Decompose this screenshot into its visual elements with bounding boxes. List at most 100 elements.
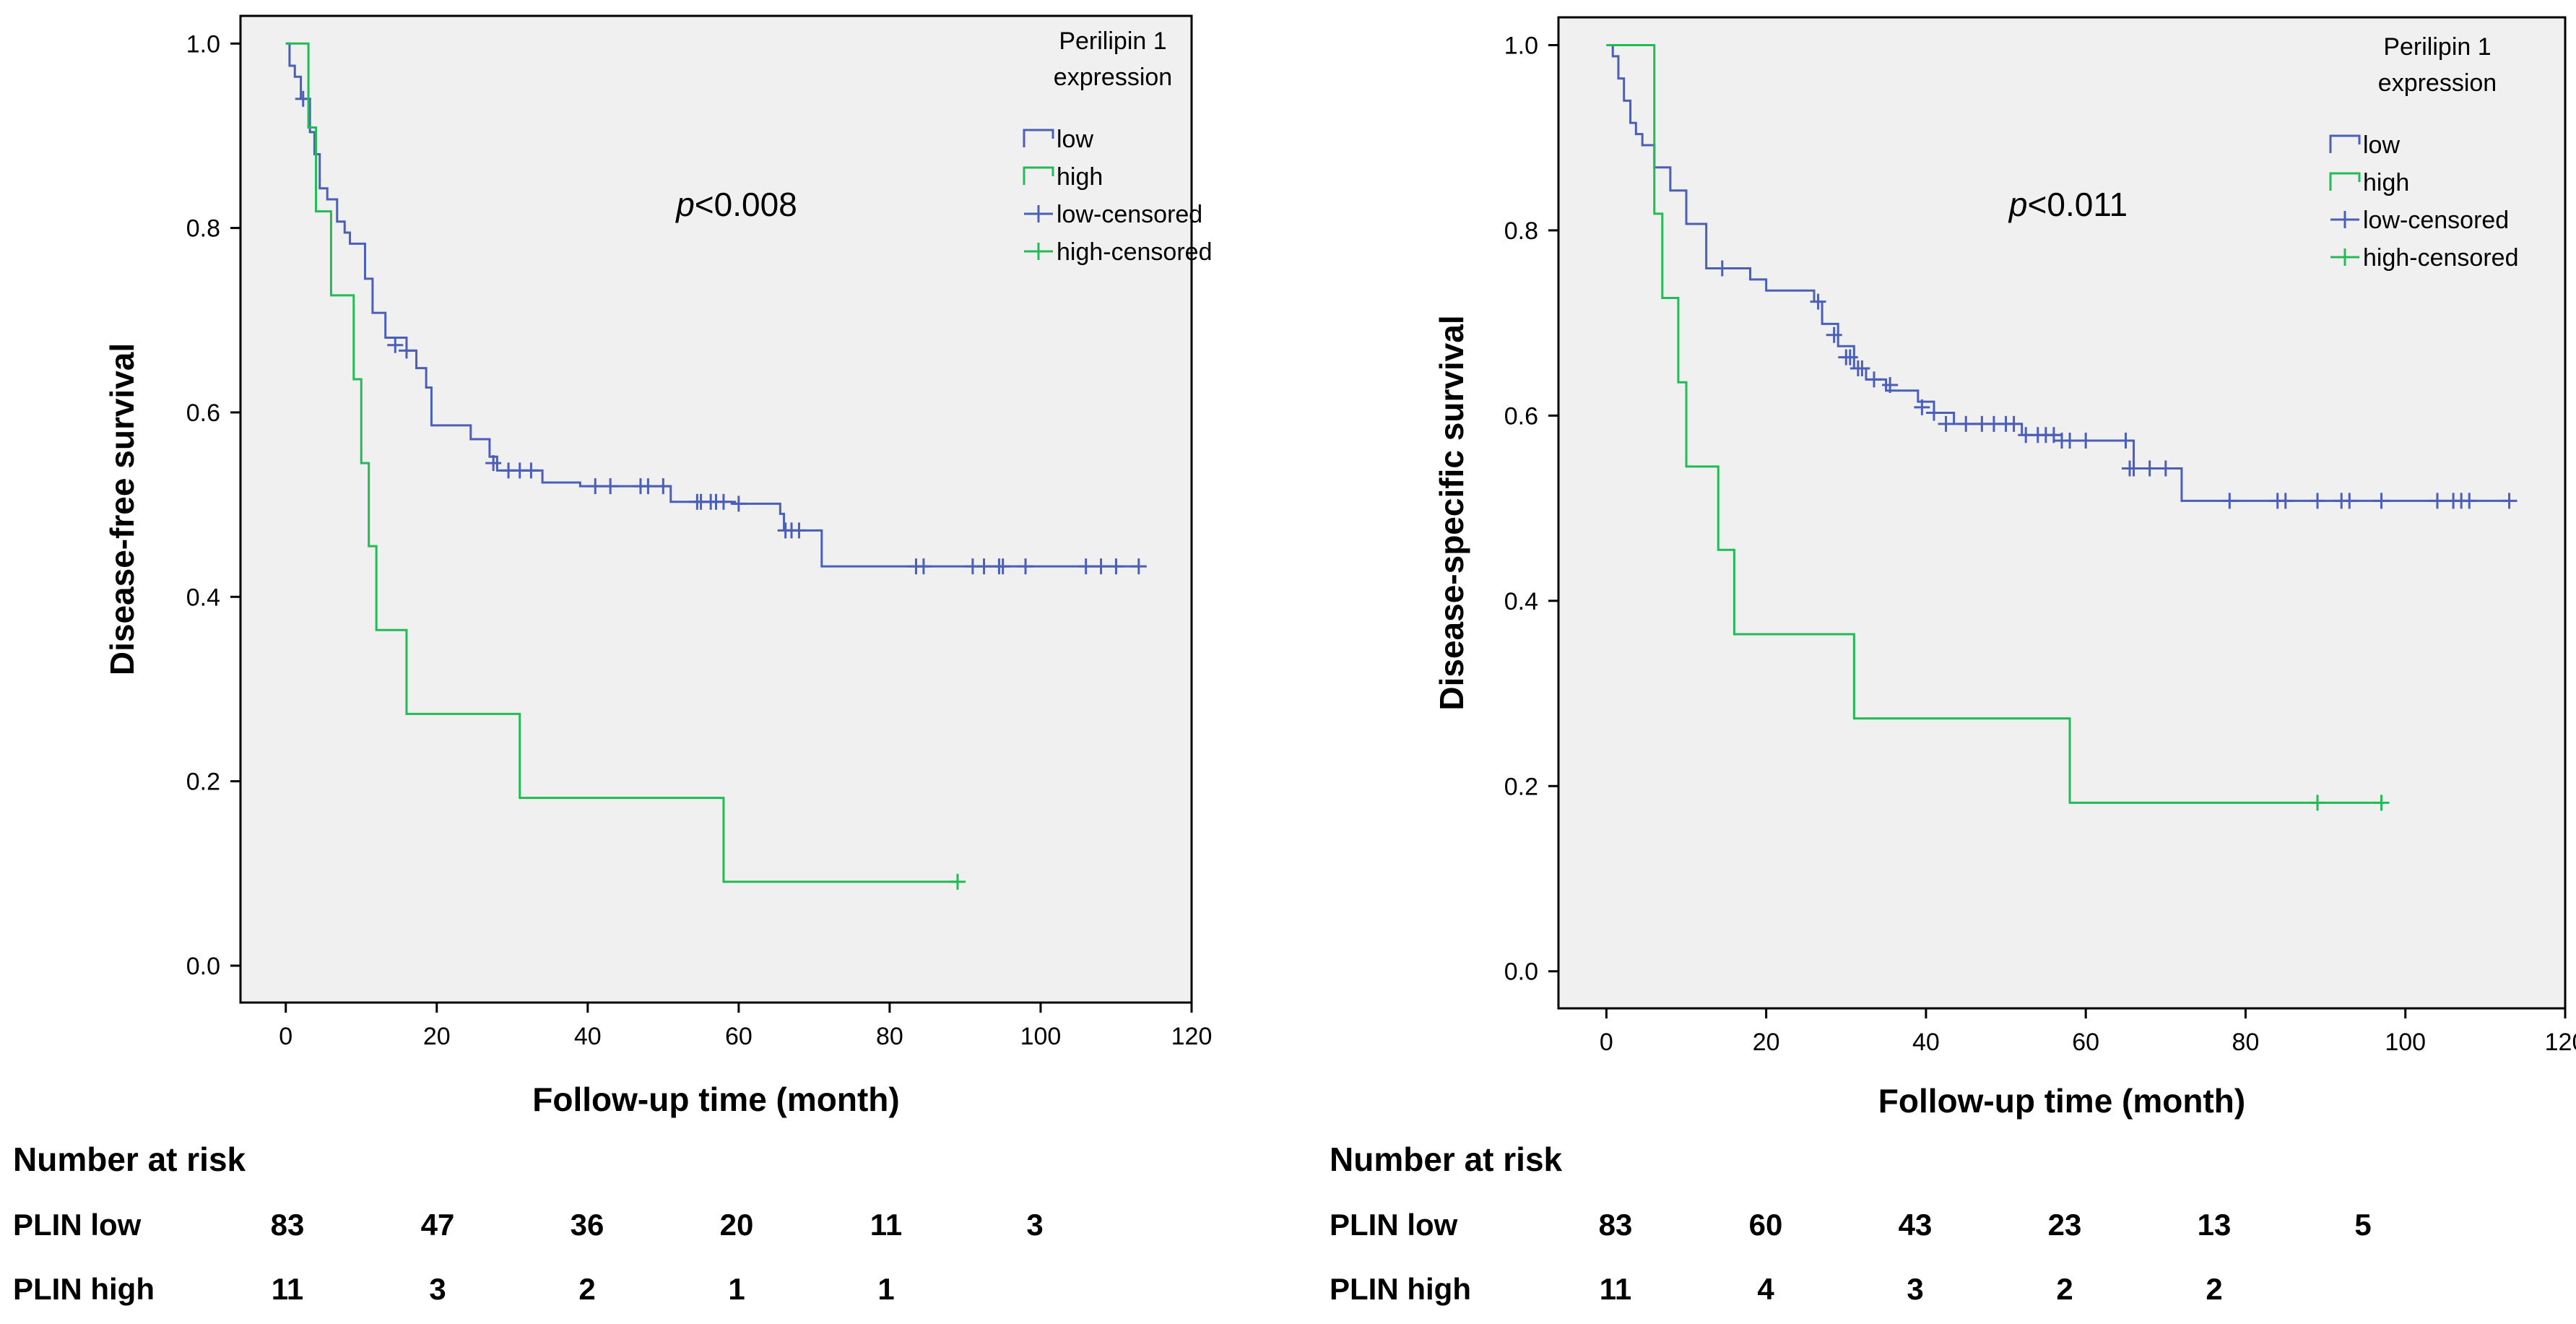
censor-mark-low xyxy=(915,558,932,575)
y-axis-title: Disease-free survival xyxy=(103,343,141,675)
x-tick-label: 40 xyxy=(1912,1029,1940,1056)
censor-mark-low xyxy=(2005,415,2022,432)
x-tick-label: 120 xyxy=(1171,1023,1213,1050)
legend-label-high-censored: high-censored xyxy=(1057,238,1212,266)
censor-mark-low xyxy=(2373,493,2390,509)
censor-mark-low xyxy=(640,478,656,495)
left-survival-panel: 0.0 0.2 0.4 0.6 0.8 1.0 0 20 40 60 80 100 120 Follow-… xyxy=(13,14,1213,1306)
p-value-symbol: p xyxy=(675,186,695,223)
censor-mark-low xyxy=(791,522,807,539)
x-tick-label: 80 xyxy=(876,1023,903,1050)
y-tick-label: 0.0 xyxy=(186,953,220,980)
legend-label-high: high xyxy=(2363,169,2409,196)
censor-mark-low xyxy=(2045,427,2062,444)
plot-area xyxy=(1557,16,2567,1010)
y-tick-label: 0.8 xyxy=(186,215,220,243)
x-tick-label: 60 xyxy=(2072,1029,2099,1056)
y-tick-label: 1.0 xyxy=(1504,32,1538,59)
censor-mark-low xyxy=(398,342,415,359)
censor-mark-low xyxy=(2501,493,2518,509)
x-tick-label: 0 xyxy=(1600,1029,1613,1056)
x-axis-title: Follow-up time (month) xyxy=(532,1081,899,1118)
censor-mark-low xyxy=(1018,558,1034,575)
censor-mark-low xyxy=(2157,460,2174,477)
x-tick-label: 20 xyxy=(1753,1029,1780,1056)
censor-mark-low xyxy=(2341,493,2358,509)
censor-mark-low xyxy=(387,337,404,353)
dss-km-plot: 0.0 0.2 0.4 0.6 0.8 1.0 0 20 40 60 80 100 120 Follow-… xyxy=(1433,16,2576,1120)
censor-mark-low xyxy=(1842,349,1858,365)
legend-swatch-high-censored xyxy=(1024,243,1053,260)
censor-mark-low xyxy=(523,462,539,479)
censor-mark-low xyxy=(602,478,619,495)
legend-swatch-high xyxy=(1023,166,1054,185)
censor-mark-low xyxy=(2141,460,2158,477)
legend-swatch-high xyxy=(2329,172,2361,191)
y-axis-title: Disease-specific survival xyxy=(1433,315,1470,710)
x-tick-label: 80 xyxy=(2232,1029,2260,1056)
legend-title: expression xyxy=(2378,69,2497,97)
censor-mark-low xyxy=(2062,432,2078,449)
p-value-annotation: p<0.008 xyxy=(675,186,797,223)
censor-mark-low xyxy=(1958,415,1974,432)
y-tick-label: 0.2 xyxy=(1504,773,1538,800)
legend-label-low: low xyxy=(1057,126,1093,153)
legend-swatch-low-censored xyxy=(1024,205,1053,222)
censor-mark-high xyxy=(949,873,966,890)
x-tick-label: 120 xyxy=(2545,1029,2576,1056)
censor-mark-low xyxy=(2461,493,2478,509)
p-value-annotation: p<0.011 xyxy=(2008,186,2128,223)
censor-mark-low xyxy=(2221,493,2238,509)
legend-label-low: low xyxy=(2363,131,2400,159)
x-tick-label: 20 xyxy=(423,1023,451,1050)
legend-label-low-censored: low-censored xyxy=(1057,201,1202,228)
censor-mark-low xyxy=(1714,260,1730,277)
legend-swatch-high-censored xyxy=(2330,248,2359,266)
censor-mark-low xyxy=(1914,399,1930,415)
censor-mark-low xyxy=(715,493,732,510)
p-value-text: <0.008 xyxy=(695,186,797,223)
series-high-line xyxy=(1606,43,2382,804)
censor-mark-low xyxy=(1810,293,1826,310)
censor-mark-low xyxy=(485,455,502,472)
x-tick-label: 100 xyxy=(1020,1023,1062,1050)
x-tick-label: 40 xyxy=(574,1023,602,1050)
censor-mark-low xyxy=(1108,558,1124,575)
censor-mark-low xyxy=(1925,404,1942,421)
censor-mark-low xyxy=(994,558,1011,575)
censor-mark-low xyxy=(1093,558,1109,575)
y-tick-label: 1.0 xyxy=(186,30,220,58)
censor-mark-low xyxy=(1866,371,1883,388)
legend-swatch-low xyxy=(1023,129,1054,147)
legend-label-high: high xyxy=(1057,163,1103,191)
censor-mark-low xyxy=(2125,460,2142,477)
censor-mark-high xyxy=(2373,795,2390,811)
censor-mark-low xyxy=(2078,432,2094,449)
y-tick-label: 0.8 xyxy=(1504,217,1538,245)
y-tick-label: 0.6 xyxy=(186,399,220,427)
y-tick-label: 0.0 xyxy=(1504,959,1538,986)
y-tick-label: 0.4 xyxy=(186,584,220,611)
censor-mark-low xyxy=(2429,493,2445,509)
censor-mark-low xyxy=(976,558,992,575)
censor-mark-low xyxy=(587,478,604,495)
legend-swatch-low xyxy=(2329,134,2361,153)
x-axis-title: Follow-up time (month) xyxy=(1878,1082,2245,1120)
legend-label-low-censored: low-censored xyxy=(2363,207,2509,234)
legend-title: Perilipin 1 xyxy=(1059,27,1166,55)
p-value-symbol: p xyxy=(2008,186,2028,223)
censor-mark-low xyxy=(2117,432,2134,449)
censor-mark-low xyxy=(730,496,747,512)
censor-mark-low xyxy=(655,478,672,495)
censor-mark-low xyxy=(1854,360,1870,376)
legend-title: expression xyxy=(1054,64,1172,91)
censor-mark-low xyxy=(2310,493,2326,509)
x-tick-label: 60 xyxy=(725,1023,753,1050)
censor-mark-low xyxy=(1077,558,1094,575)
x-tick-label: 0 xyxy=(279,1023,292,1050)
censor-mark-low xyxy=(2277,493,2294,509)
series-high-line xyxy=(285,42,958,883)
x-tick-label: 100 xyxy=(2385,1029,2426,1056)
censor-mark-low xyxy=(1826,326,1842,343)
y-tick-label: 0.4 xyxy=(1504,588,1538,615)
